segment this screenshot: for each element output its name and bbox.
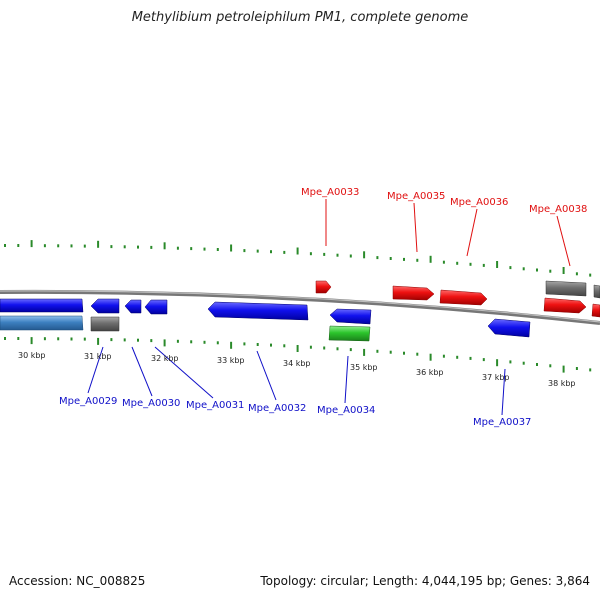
label-mpe-a0035[interactable]: Mpe_A0035 [387,191,445,202]
gene-mpe-a0030[interactable] [90,298,120,314]
leader-line [131,346,153,397]
tick-row-bottom [4,337,592,373]
scale-label: 31 kbp [84,352,112,361]
label-mpe-a0033[interactable]: Mpe_A0033 [301,187,359,198]
scale-label: 34 kbp [283,359,311,368]
leader-line [501,368,506,416]
leader-line [556,215,571,267]
leader-line [87,346,104,394]
scale-label: 36 kbp [416,368,444,377]
scale-label: 35 kbp [350,363,378,372]
scale-labels: 30 kbp 31 kbp 32 kbp 33 kbp 34 kbp 35 kb… [18,351,576,388]
gene-forward-edge[interactable] [591,303,600,318]
accession-text: Accession: NC_008825 [9,574,146,588]
reverse-gene-labels: Mpe_A0029 Mpe_A0030 Mpe_A0031 Mpe_A0032 … [59,346,531,428]
gene-mpe-a0036[interactable] [439,289,488,306]
leader-line [413,202,418,253]
label-mpe-a0031[interactable]: Mpe_A0031 [186,400,244,411]
label-mpe-a0038[interactable]: Mpe_A0038 [529,204,587,215]
label-mpe-a0037[interactable]: Mpe_A0037 [473,417,531,428]
gene-mpe-a0031-b[interactable] [144,299,168,315]
label-mpe-a0032[interactable]: Mpe_A0032 [248,403,306,414]
gene-mpe-a0038[interactable] [543,297,587,314]
scale-label: 38 kbp [548,379,576,388]
forward-gene-labels: Mpe_A0033 Mpe_A0035 Mpe_A0036 Mpe_A0038 [301,187,587,267]
leader-line [466,208,478,257]
gene-mpe-a0032[interactable] [207,301,309,321]
label-mpe-a0030[interactable]: Mpe_A0030 [122,398,180,409]
gene-mpe-a0029[interactable] [0,298,84,313]
feature-rna-lower[interactable] [328,325,371,342]
scale-label: 37 kbp [482,373,510,382]
label-mpe-a0029[interactable]: Mpe_A0029 [59,396,117,407]
leader-line [344,355,349,404]
label-mpe-a0036[interactable]: Mpe_A0036 [450,197,508,208]
scale-label: 30 kbp [18,351,46,360]
leader-line [256,350,277,401]
genome-backbone-highlight [0,290,600,323]
gene-mpe-a0037[interactable] [487,318,531,338]
gene-mpe-a0031-a[interactable] [124,299,142,314]
tick-row-top [4,240,592,277]
genome-summary-text: Topology: circular; Length: 4,044,195 bp… [260,574,590,588]
gene-mpe-a0033[interactable] [315,280,332,294]
feature-gray-lower[interactable] [90,316,120,332]
feature-steel-lower[interactable] [0,315,84,331]
gene-mpe-a0035[interactable] [392,285,435,301]
leader-line [154,346,214,399]
genome-backbone [0,289,600,325]
scale-label: 33 kbp [217,356,245,365]
map-title: Methylibium petroleiphilum PM1, complete… [131,10,469,25]
gene-mpe-a0034[interactable] [329,308,372,325]
feature-gray-upper-1[interactable] [545,280,587,297]
feature-gray-upper-2[interactable] [593,284,600,299]
label-mpe-a0034[interactable]: Mpe_A0034 [317,405,375,416]
scale-label: 32 kbp [151,354,179,363]
